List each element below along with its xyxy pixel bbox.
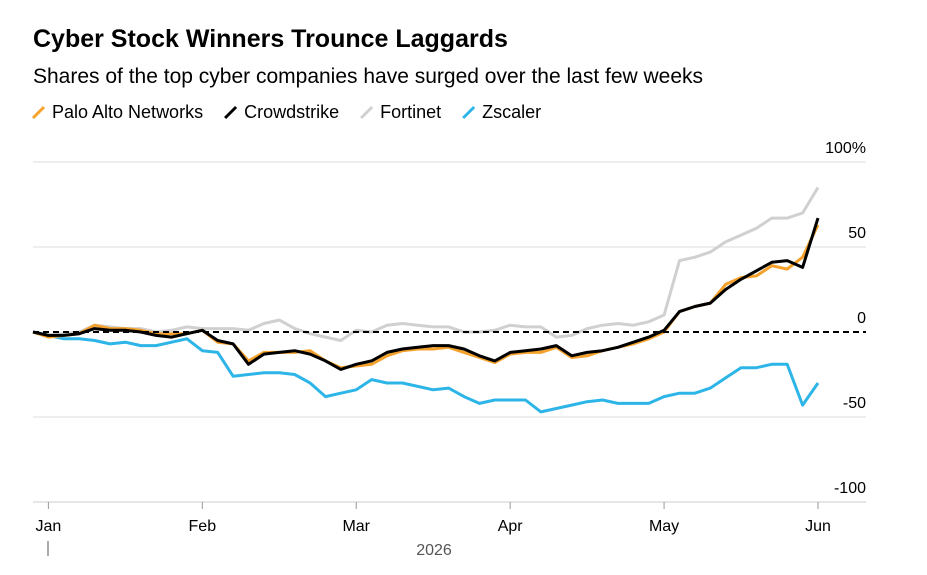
legend-swatch <box>224 105 238 120</box>
x-tick-label: Jun <box>805 518 831 535</box>
legend-swatch <box>462 105 476 120</box>
y-tick-label: 50 <box>848 225 866 242</box>
y-tick-label: -100 <box>834 480 866 497</box>
y-tick-label: -50 <box>843 395 866 412</box>
legend-swatch <box>360 105 374 120</box>
y-tick-label: 100% <box>825 140 866 157</box>
x-tick-label: Feb <box>189 518 217 535</box>
legend-label: Zscaler <box>482 102 541 122</box>
y-tick-label: 0 <box>857 310 866 327</box>
legend-label: Crowdstrike <box>244 102 339 122</box>
legend-label: Palo Alto Networks <box>52 102 203 122</box>
series-line <box>32 330 820 414</box>
legend-label: Fortinet <box>380 102 441 122</box>
x-tick-label: Mar <box>342 518 370 535</box>
chart-subtitle: Shares of the top cyber companies have s… <box>33 65 703 88</box>
chart-title: Cyber Stock Winners Trounce Laggards <box>33 25 508 53</box>
series-line <box>32 186 820 342</box>
series-line <box>32 217 820 371</box>
x-tick-label: Apr <box>498 518 524 535</box>
legend-swatch <box>31 105 46 120</box>
x-tick-label: Jan <box>35 518 61 535</box>
x-axis-label: 2026 <box>416 542 452 559</box>
x-tick-label: May <box>649 518 679 535</box>
